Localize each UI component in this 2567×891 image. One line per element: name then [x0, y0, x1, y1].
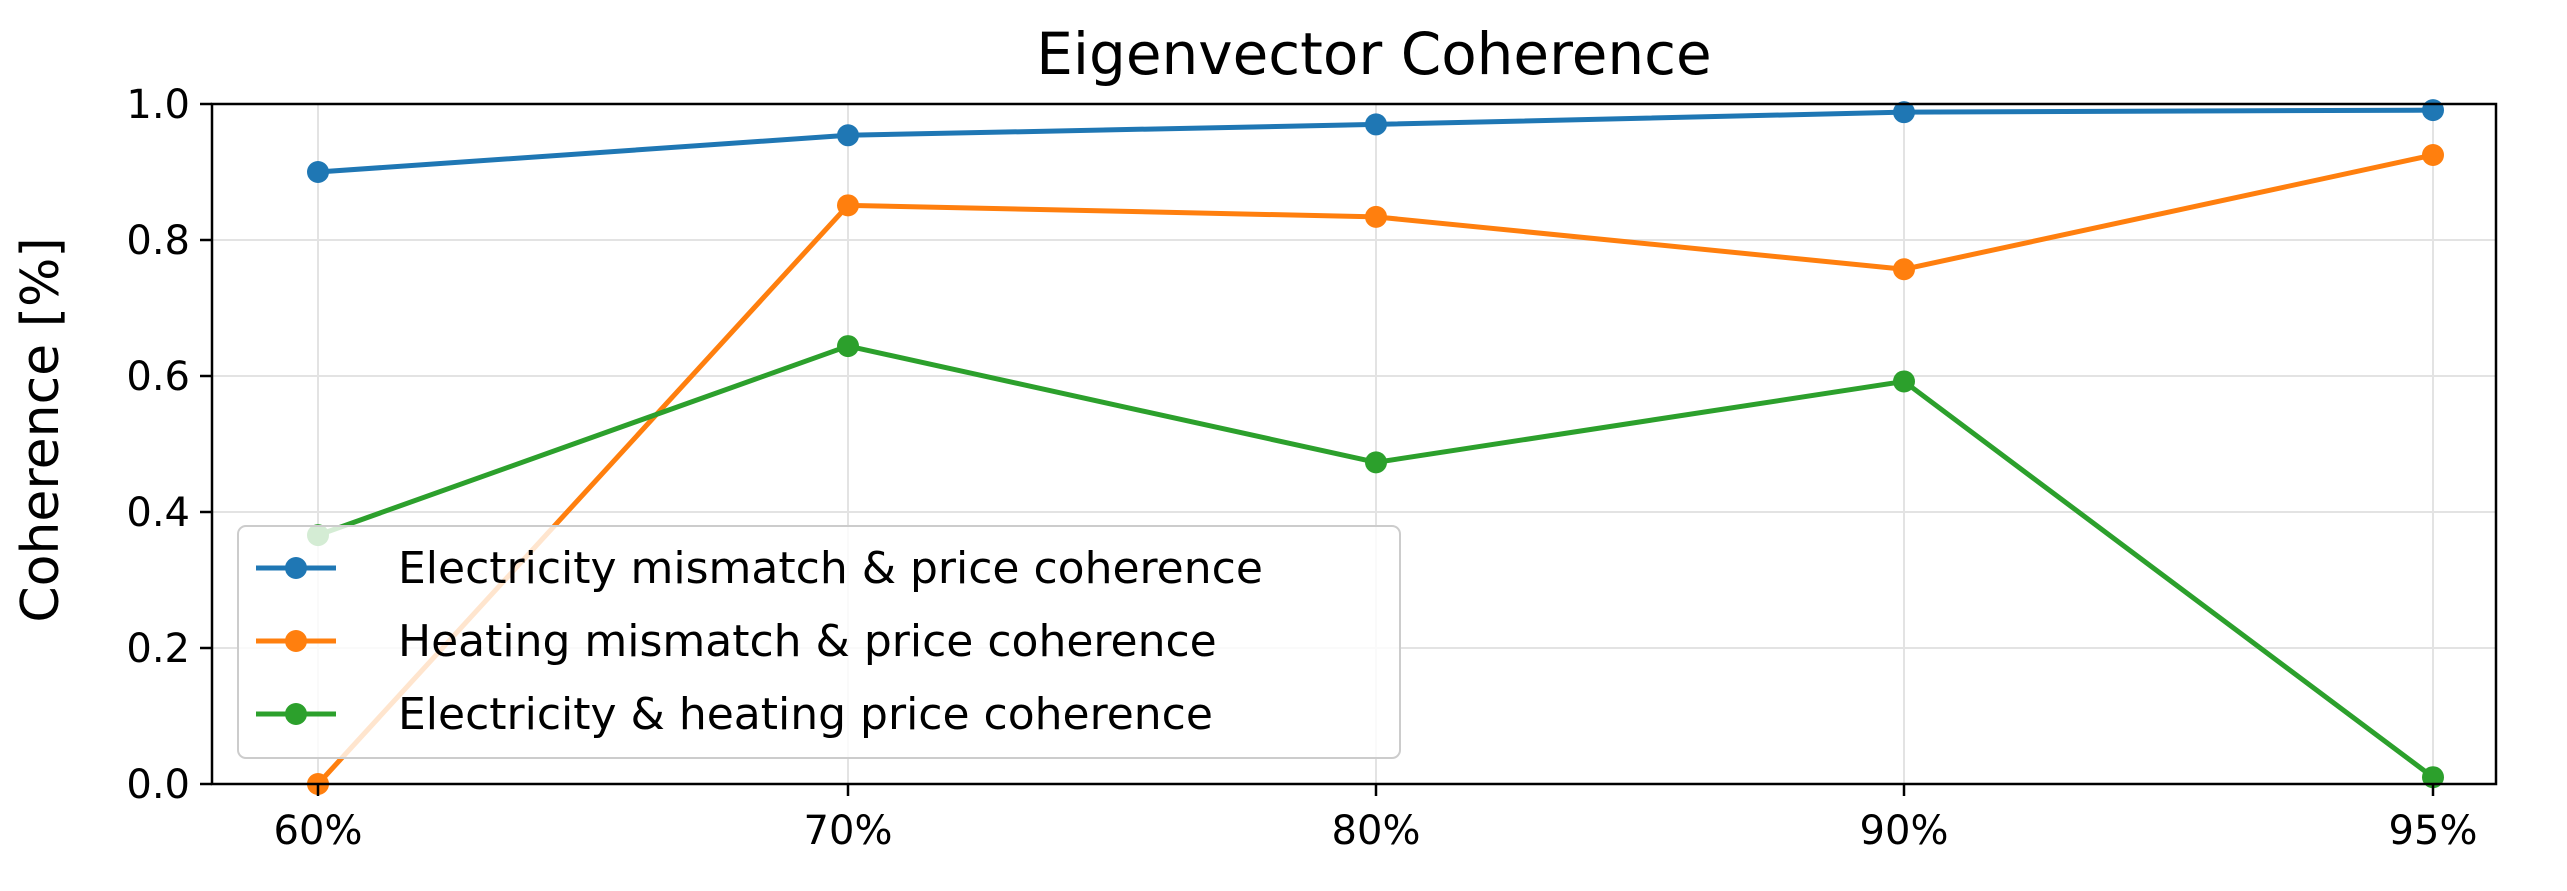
- series-1: [307, 99, 2444, 183]
- x-tick-label: 90%: [1860, 808, 1949, 854]
- y-tick-label: 1.0: [126, 82, 190, 128]
- legend-item: Heating mismatch & price coherence: [256, 616, 1217, 667]
- legend-item: Electricity & heating price coherence: [256, 689, 1213, 740]
- x-tick-label: 95%: [2389, 808, 2478, 854]
- data-point: [307, 161, 329, 183]
- plot-frame: [210, 102, 2498, 786]
- data-point: [1365, 451, 1387, 474]
- legend-label: Electricity & heating price coherence: [398, 689, 1213, 740]
- legend-label: Heating mismatch & price coherence: [398, 616, 1217, 667]
- x-axis-ticks: 60% 70% 80% 90% 95%: [274, 784, 2478, 854]
- y-axis-title: Coherence [%]: [11, 237, 71, 622]
- y-tick-label: 0.0: [126, 762, 190, 808]
- x-tick-label: 70%: [804, 808, 893, 854]
- data-point: [1893, 101, 1915, 124]
- legend-swatch-marker: [285, 703, 307, 725]
- chart-title: Eigenvector Coherence: [1036, 20, 1711, 88]
- series-layer: [307, 99, 2444, 795]
- data-point: [837, 335, 859, 358]
- y-tick-label: 0.6: [126, 354, 190, 400]
- legend: Electricity mismatch & price coherence He…: [237, 525, 1401, 759]
- legend-box: [237, 525, 1401, 759]
- y-tick-label: 0.2: [126, 626, 190, 672]
- data-point: [837, 194, 859, 217]
- y-tick-label: 0.4: [126, 490, 190, 536]
- y-axis-ticks: 0.0 0.2 0.4 0.6 0.8 1.0: [126, 82, 212, 808]
- x-tick-label: 80%: [1332, 808, 1421, 854]
- series-2: [307, 144, 2444, 795]
- data-point: [1365, 205, 1387, 228]
- data-point: [2422, 99, 2444, 122]
- legend-swatch-marker: [285, 557, 307, 579]
- legend-label: Electricity mismatch & price coherence: [398, 543, 1263, 594]
- x-tick-label: 60%: [274, 808, 363, 854]
- data-point: [1893, 370, 1915, 393]
- data-point: [2422, 144, 2444, 166]
- data-point: [1365, 113, 1387, 136]
- legend-item: Electricity mismatch & price coherence: [256, 543, 1263, 594]
- y-tick-label: 0.8: [126, 218, 190, 264]
- data-point: [2422, 766, 2444, 789]
- data-point: [1893, 258, 1915, 281]
- legend-swatch-marker: [285, 630, 307, 652]
- data-point: [837, 124, 859, 147]
